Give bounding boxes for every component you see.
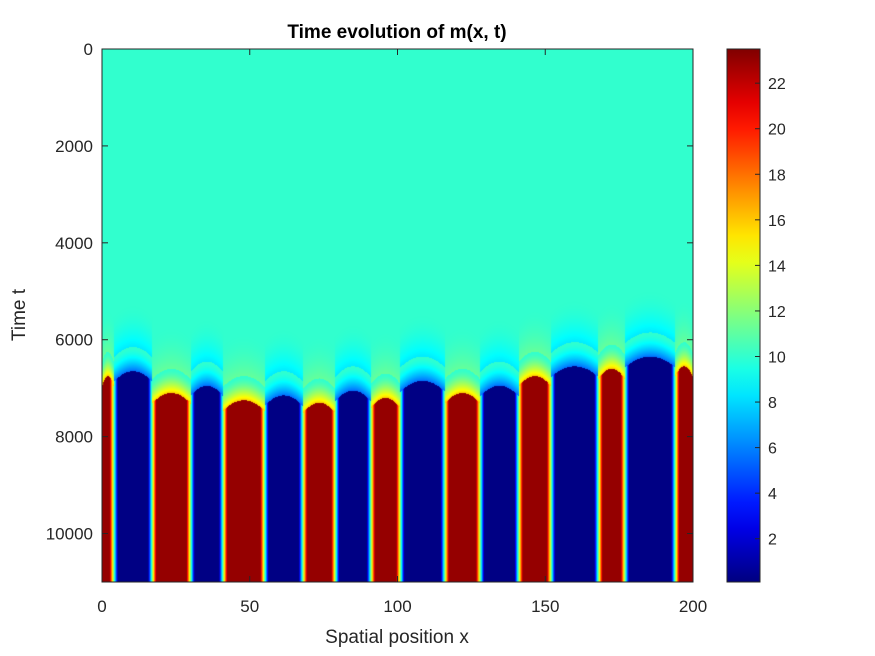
x-tick-label: 50 — [240, 597, 259, 616]
colorbar-tick-label: 4 — [768, 486, 777, 503]
colorbar-ticks: 2 4 6 8 10 12 14 16 18 20 22 — [755, 76, 786, 549]
y-tick-label: 4000 — [55, 234, 93, 253]
colorbar-tick-label: 10 — [768, 350, 786, 367]
colorbar-tick-label: 12 — [768, 304, 786, 321]
colorbar-tick-label: 14 — [768, 258, 786, 275]
colorbar-frame — [726, 48, 761, 583]
colorbar-tick-label: 18 — [768, 167, 786, 184]
y-tick-label: 6000 — [55, 331, 93, 350]
x-tick-label: 100 — [383, 597, 411, 616]
chart-title: Time evolution of m(x, t) — [287, 22, 506, 43]
x-axis: 0 50 100 150 200 — [97, 49, 707, 616]
colorbar-tick-label: 8 — [768, 395, 777, 412]
y-axis: 0 2000 4000 6000 8000 10000 — [46, 40, 693, 544]
heatmap-image — [102, 49, 693, 582]
colorbar-tick-label: 20 — [768, 122, 786, 139]
x-axis-label: Spatial position x — [325, 627, 469, 648]
x-tick-label: 150 — [531, 597, 559, 616]
y-tick-label: 10000 — [46, 525, 93, 544]
y-tick-label: 2000 — [55, 137, 93, 156]
colorbar-tick-label: 6 — [768, 441, 777, 458]
y-tick-label: 0 — [84, 40, 93, 59]
heatmap-plot-area — [102, 49, 693, 582]
colorbar: 2 4 6 8 10 12 14 16 18 20 22 — [726, 48, 786, 583]
colorbar-tick-label: 22 — [768, 76, 786, 93]
colorbar-tick-label: 16 — [768, 213, 786, 230]
y-tick-label: 8000 — [55, 428, 93, 447]
y-axis-label: Time t — [9, 288, 30, 341]
colorbar-fill — [727, 49, 760, 582]
x-tick-label: 200 — [679, 597, 707, 616]
x-tick-label: 0 — [97, 597, 106, 616]
colorbar-tick-label: 2 — [768, 532, 777, 549]
